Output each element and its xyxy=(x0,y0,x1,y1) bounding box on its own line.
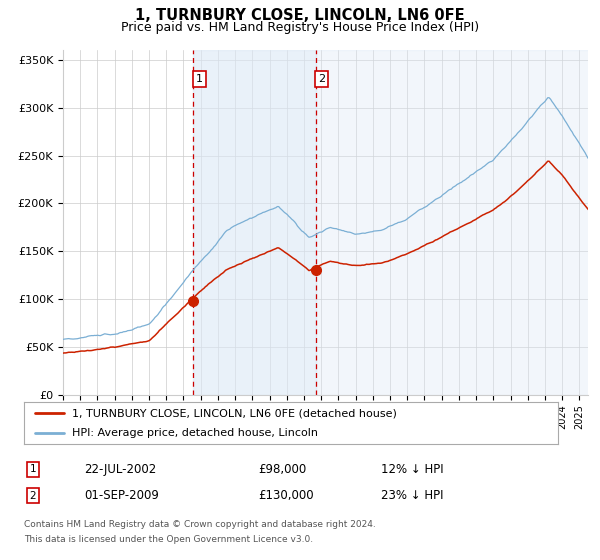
Text: This data is licensed under the Open Government Licence v3.0.: This data is licensed under the Open Gov… xyxy=(24,535,313,544)
Bar xyxy=(316,50,596,395)
Text: Contains HM Land Registry data © Crown copyright and database right 2024.: Contains HM Land Registry data © Crown c… xyxy=(24,520,376,529)
Text: 2: 2 xyxy=(29,491,37,501)
Text: 1: 1 xyxy=(196,74,203,84)
Text: 2: 2 xyxy=(318,74,325,84)
Text: 23% ↓ HPI: 23% ↓ HPI xyxy=(381,489,443,502)
Bar xyxy=(193,50,316,395)
Text: HPI: Average price, detached house, Lincoln: HPI: Average price, detached house, Linc… xyxy=(72,428,318,438)
Text: 1, TURNBURY CLOSE, LINCOLN, LN6 0FE (detached house): 1, TURNBURY CLOSE, LINCOLN, LN6 0FE (det… xyxy=(72,408,397,418)
Text: £130,000: £130,000 xyxy=(258,489,314,502)
Text: 1: 1 xyxy=(29,464,37,474)
Text: 12% ↓ HPI: 12% ↓ HPI xyxy=(381,463,443,476)
Text: £98,000: £98,000 xyxy=(258,463,306,476)
Text: Price paid vs. HM Land Registry's House Price Index (HPI): Price paid vs. HM Land Registry's House … xyxy=(121,21,479,34)
Text: 01-SEP-2009: 01-SEP-2009 xyxy=(84,489,159,502)
Text: 1, TURNBURY CLOSE, LINCOLN, LN6 0FE: 1, TURNBURY CLOSE, LINCOLN, LN6 0FE xyxy=(135,8,465,24)
Text: 22-JUL-2002: 22-JUL-2002 xyxy=(84,463,156,476)
